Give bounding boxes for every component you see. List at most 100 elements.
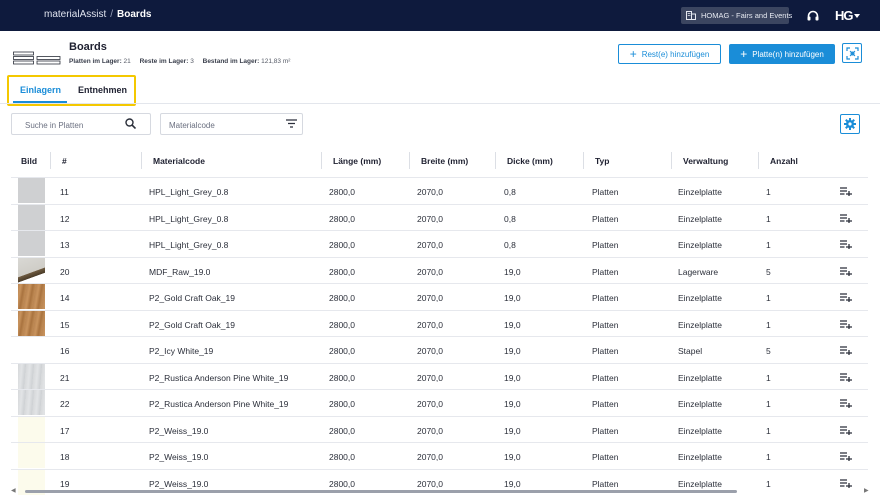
cell-type: Platten bbox=[592, 187, 619, 197]
gear-icon bbox=[844, 118, 856, 130]
column-divider bbox=[495, 152, 496, 169]
playlist-add-icon[interactable] bbox=[840, 399, 852, 408]
playlist-add-icon[interactable] bbox=[840, 346, 852, 355]
cell-length: 2800,0 bbox=[329, 319, 355, 330]
cell-thickness: 19,0 bbox=[504, 266, 521, 277]
tab-entnehmen[interactable]: Entnehmen bbox=[78, 85, 128, 95]
cell-type: Platten bbox=[592, 372, 619, 383]
cell-management: Einzelplatte bbox=[678, 240, 722, 250]
cell-length: 2800,0 bbox=[329, 399, 355, 409]
playlist-add-icon[interactable] bbox=[840, 240, 852, 249]
playlist-add-icon[interactable] bbox=[840, 293, 852, 302]
table-row[interactable]: 21 P2_Rustica Anderson Pine White_19 280… bbox=[11, 362, 868, 390]
cell-count: 1 bbox=[766, 213, 771, 224]
playlist-add-icon[interactable] bbox=[840, 213, 852, 223]
headset-icon[interactable] bbox=[806, 9, 820, 23]
cell-materialcode: P2_Weiss_19.0 bbox=[149, 425, 209, 436]
col-id[interactable]: # bbox=[62, 156, 67, 166]
column-divider bbox=[141, 152, 142, 169]
search-input[interactable]: Suche in Platten bbox=[11, 113, 151, 135]
table-row[interactable]: 15 P2_Gold Craft Oak_19 2800,0 2070,0 19… bbox=[11, 309, 868, 337]
stock-stats: Platten im Lager: 21 Reste im Lager: 3 B… bbox=[69, 58, 297, 65]
chevron-down-icon bbox=[854, 14, 860, 18]
playlist-add-icon[interactable] bbox=[840, 478, 852, 488]
col-verwaltung[interactable]: Verwaltung bbox=[683, 156, 729, 166]
table-row[interactable]: 17 P2_Weiss_19.0 2800,0 2070,0 19,0 Plat… bbox=[11, 415, 868, 443]
table-row[interactable]: 22 P2_Rustica Anderson Pine White_19 280… bbox=[11, 389, 868, 416]
table-row[interactable]: 13 HPL_Light_Grey_0.8 2800,0 2070,0 0,8 … bbox=[11, 230, 868, 257]
cell-count: 1 bbox=[766, 425, 771, 436]
table-row[interactable]: 20 MDF_Raw_19.0 2800,0 2070,0 19,0 Platt… bbox=[11, 256, 868, 284]
tab-einlagern[interactable]: Einlagern bbox=[20, 85, 62, 95]
search-icon[interactable] bbox=[125, 118, 136, 129]
brand-menu[interactable]: HG bbox=[835, 8, 861, 23]
scroll-left-arrow[interactable]: ◀ bbox=[11, 488, 16, 494]
column-divider bbox=[671, 152, 672, 169]
column-divider bbox=[321, 152, 322, 169]
cell-width: 2070,0 bbox=[417, 293, 443, 303]
playlist-add-icon[interactable] bbox=[840, 187, 852, 196]
cell-type: Platten bbox=[592, 240, 619, 250]
add-rest-label: Rest(e) hinzufügen bbox=[641, 49, 710, 59]
col-typ[interactable]: Typ bbox=[595, 156, 610, 166]
cell-management: Einzelplatte bbox=[678, 399, 722, 409]
col-laenge[interactable]: Länge (mm) bbox=[333, 156, 382, 166]
cell-materialcode: HPL_Light_Grey_0.8 bbox=[149, 213, 229, 224]
col-anzahl[interactable]: Anzahl bbox=[770, 156, 798, 166]
cell-type: Platten bbox=[592, 319, 619, 330]
cell-id: 20 bbox=[60, 266, 70, 277]
tabs-divider bbox=[0, 103, 880, 104]
column-divider bbox=[409, 152, 410, 169]
breadcrumb-app[interactable]: materialAssist bbox=[44, 9, 107, 20]
cell-count: 1 bbox=[766, 293, 771, 303]
cell-thickness: 19,0 bbox=[504, 478, 521, 489]
cell-type: Platten bbox=[592, 213, 619, 224]
breadcrumb: materialAssist / Boards bbox=[44, 9, 151, 20]
board-thumbnail bbox=[18, 257, 45, 283]
table-row[interactable]: 11 HPL_Light_Grey_0.8 2800,0 2070,0 0,8 … bbox=[11, 177, 868, 204]
cell-length: 2800,0 bbox=[329, 372, 355, 383]
brand-logo: HG bbox=[835, 8, 853, 23]
table-row[interactable]: 14 P2_Gold Craft Oak_19 2800,0 2070,0 19… bbox=[11, 283, 868, 310]
stat-boards: Platten im Lager: 21 bbox=[69, 58, 131, 65]
page-title: Boards bbox=[69, 41, 107, 53]
organization-selector[interactable]: HOMAG - Fairs and Events bbox=[681, 7, 792, 24]
add-rest-button[interactable]: + Rest(e) hinzufügen bbox=[618, 44, 721, 64]
cell-length: 2800,0 bbox=[329, 187, 355, 197]
table-row[interactable]: 12 HPL_Light_Grey_0.8 2800,0 2070,0 0,8 … bbox=[11, 203, 868, 231]
cell-management: Einzelplatte bbox=[678, 213, 722, 224]
cell-type: Platten bbox=[592, 425, 619, 436]
cell-management: Einzelplatte bbox=[678, 372, 722, 383]
cell-count: 1 bbox=[766, 319, 771, 330]
table-settings-button[interactable] bbox=[840, 114, 860, 134]
cell-id: 12 bbox=[60, 213, 70, 224]
cell-width: 2070,0 bbox=[417, 187, 443, 197]
cell-length: 2800,0 bbox=[329, 478, 355, 489]
col-breite[interactable]: Breite (mm) bbox=[421, 156, 469, 166]
column-divider bbox=[583, 152, 584, 169]
cell-width: 2070,0 bbox=[417, 399, 443, 409]
playlist-add-icon[interactable] bbox=[840, 266, 852, 276]
cell-count: 1 bbox=[766, 240, 771, 250]
scan-button[interactable] bbox=[842, 43, 862, 63]
add-board-button[interactable]: + Platte(n) hinzufügen bbox=[729, 44, 835, 64]
breadcrumb-separator: / bbox=[110, 9, 114, 20]
cell-thickness: 19,0 bbox=[504, 346, 521, 356]
table-row[interactable]: 18 P2_Weiss_19.0 2800,0 2070,0 19,0 Plat… bbox=[11, 442, 868, 469]
scroll-right-arrow[interactable]: ▶ bbox=[864, 488, 869, 494]
table-row[interactable]: 19 P2_Weiss_19.0 2800,0 2070,0 19,0 Plat… bbox=[11, 468, 868, 496]
col-materialcode[interactable]: Materialcode bbox=[153, 156, 205, 166]
cell-length: 2800,0 bbox=[329, 293, 355, 303]
playlist-add-icon[interactable] bbox=[840, 372, 852, 382]
playlist-add-icon[interactable] bbox=[840, 319, 852, 329]
board-thumbnail bbox=[18, 204, 45, 230]
playlist-add-icon[interactable] bbox=[840, 452, 852, 461]
scrollbar-thumb[interactable] bbox=[25, 490, 737, 493]
cell-management: Einzelplatte bbox=[678, 293, 722, 303]
materialcode-filter[interactable]: Materialcode bbox=[160, 113, 303, 135]
building-icon bbox=[686, 11, 696, 20]
playlist-add-icon[interactable] bbox=[840, 425, 852, 435]
filter-icon[interactable] bbox=[286, 119, 297, 128]
table-row[interactable]: 16 P2_Icy White_19 2800,0 2070,0 19,0 Pl… bbox=[11, 336, 868, 363]
col-dicke[interactable]: Dicke (mm) bbox=[507, 156, 553, 166]
